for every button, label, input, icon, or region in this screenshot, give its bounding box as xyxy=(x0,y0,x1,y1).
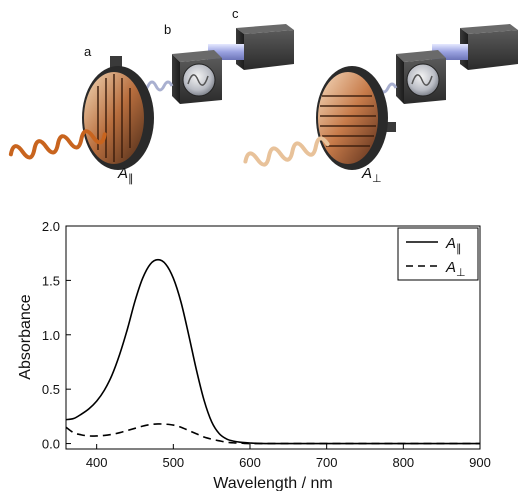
series-line-parallel xyxy=(65,258,480,445)
legend-perpendicular-main: A xyxy=(445,259,456,276)
lens xyxy=(182,63,216,97)
legend-perpendicular-sub: ⊥ xyxy=(456,267,466,279)
series-line-perpendicular xyxy=(65,423,480,445)
setup-perpendicular xyxy=(243,24,518,170)
legend-entry-parallel: A∥ xyxy=(445,235,462,255)
x-tick-label: 700 xyxy=(316,455,338,470)
polarizer-wave-icon xyxy=(187,74,209,86)
x-tick-label: 400 xyxy=(86,455,108,470)
transmitted-wave-right xyxy=(243,136,330,167)
y-tick-label: 1.0 xyxy=(42,328,60,343)
y-tick-label: 2.0 xyxy=(42,219,60,234)
absorbance-chart: 400 500 600 700 800 900 0.0 0.5 1.0 1.5 2.0 Wavele… xyxy=(17,219,491,491)
caption-perpendicular: A⊥ xyxy=(361,165,382,185)
caption-parallel-main: A xyxy=(117,165,128,182)
setup-parallel xyxy=(8,24,294,170)
x-tick-label: 500 xyxy=(162,455,184,470)
legend-entry-perpendicular: A⊥ xyxy=(445,259,466,279)
caption-perpendicular-main: A xyxy=(361,165,372,182)
x-axis-label: Wavelength / nm xyxy=(213,475,332,491)
legend-parallel-main: A xyxy=(445,235,456,252)
light-source-box xyxy=(236,24,294,70)
caption-parallel-sub: ∥ xyxy=(128,173,134,185)
polarizer-box xyxy=(396,50,446,104)
sample-disc xyxy=(82,56,154,170)
y-tick-label: 0.0 xyxy=(42,437,60,452)
label-c: c xyxy=(232,6,239,21)
plot-frame xyxy=(65,225,481,450)
caption-parallel: A∥ xyxy=(117,165,134,185)
x-tick-label: 600 xyxy=(239,455,261,470)
polarizer-wave-icon xyxy=(411,74,433,86)
label-a: a xyxy=(84,44,92,59)
polarizer-box xyxy=(172,50,222,104)
legend-parallel-sub: ∥ xyxy=(456,243,462,255)
caption-perpendicular-sub: ⊥ xyxy=(372,173,382,185)
x-tick-label: 900 xyxy=(469,455,491,470)
legend: A∥ A⊥ xyxy=(397,227,479,281)
y-tick-label: 0.5 xyxy=(42,382,60,397)
label-b: b xyxy=(164,22,171,37)
x-tick-label: 800 xyxy=(392,455,414,470)
lens xyxy=(406,63,440,97)
light-source-box xyxy=(460,24,518,70)
legend-box xyxy=(397,227,479,281)
transmitted-wave-left xyxy=(8,129,107,160)
y-tick-label: 1.5 xyxy=(42,273,60,288)
y-axis-label: Absorbance xyxy=(17,294,34,379)
sample-disc xyxy=(316,66,396,170)
